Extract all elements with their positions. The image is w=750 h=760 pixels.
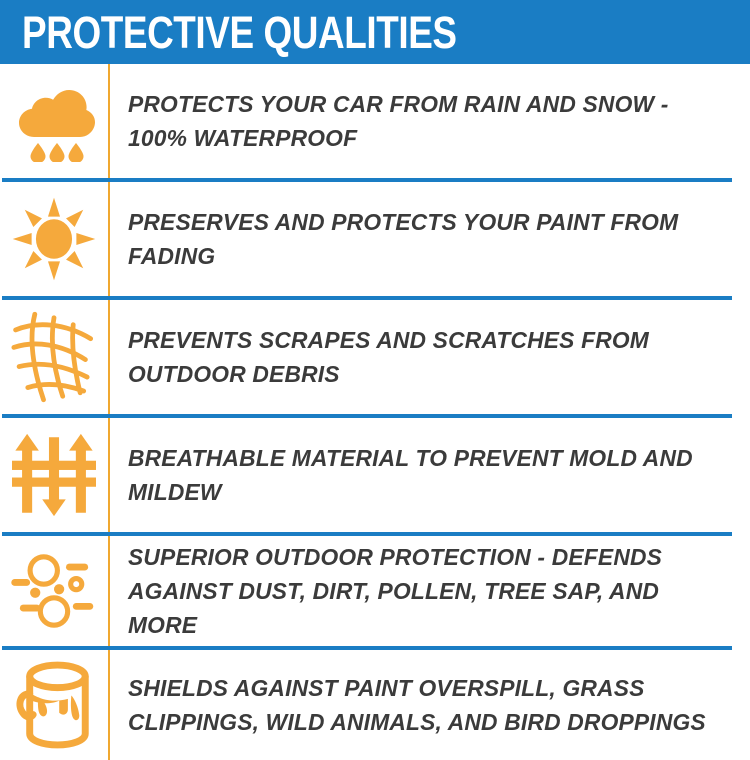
icon-cell [0, 650, 108, 760]
feature-text: SUPERIOR OUTDOOR PROTECTION - DEFENDS AG… [128, 544, 663, 638]
row-divider [2, 414, 732, 418]
feature-list: PROTECTS YOUR CAR FROM RAIN AND SNOW - 1… [0, 64, 750, 760]
page-title: PROTECTIVE QUALITIES [22, 6, 457, 58]
feature-text: BREATHABLE MATERIAL TO PREVENT MOLD AND … [128, 445, 693, 505]
column-divider [108, 300, 110, 414]
icon-cell [0, 182, 108, 296]
feature-row-scratch-protection: PREVENTS SCRAPES AND SCRATCHES FROM OUTD… [0, 300, 750, 414]
feature-row-fade-protection: PRESERVES AND PROTECTS YOUR PAINT FROM F… [0, 182, 750, 296]
rain-cloud-icon [19, 90, 95, 162]
header-bar: PROTECTIVE QUALITIES [0, 0, 750, 64]
dust-particles-icon [11, 554, 94, 628]
feature-row-breathable: BREATHABLE MATERIAL TO PREVENT MOLD AND … [0, 418, 750, 532]
paint-can-icon [16, 661, 89, 749]
column-divider [108, 64, 110, 178]
icon-cell [0, 64, 108, 178]
text-cell: SUPERIOR OUTDOOR PROTECTION - DEFENDS AG… [110, 540, 750, 642]
feature-text: SHIELDS AGAINST PAINT OVERSPILL, GRASS C… [128, 675, 706, 735]
column-divider [108, 650, 110, 760]
icon-cell [0, 418, 108, 532]
column-divider [108, 418, 110, 532]
row-divider [2, 532, 732, 536]
column-divider [108, 536, 110, 646]
feature-text: PREVENTS SCRAPES AND SCRATCHES FROM OUTD… [128, 327, 649, 387]
text-cell: BREATHABLE MATERIAL TO PREVENT MOLD AND … [110, 441, 750, 509]
feature-row-dust-protection: SUPERIOR OUTDOOR PROTECTION - DEFENDS AG… [0, 536, 750, 646]
text-cell: SHIELDS AGAINST PAINT OVERSPILL, GRASS C… [110, 671, 750, 739]
column-divider [108, 182, 110, 296]
feature-text: PROTECTS YOUR CAR FROM RAIN AND SNOW - 1… [128, 91, 669, 151]
row-divider [2, 178, 732, 182]
feature-text: PRESERVES AND PROTECTS YOUR PAINT FROM F… [128, 209, 679, 269]
scratch-mesh-icon [11, 311, 94, 403]
text-cell: PROTECTS YOUR CAR FROM RAIN AND SNOW - 1… [110, 87, 750, 155]
row-divider [2, 646, 732, 650]
feature-row-paint-shield: SHIELDS AGAINST PAINT OVERSPILL, GRASS C… [0, 650, 750, 760]
text-cell: PRESERVES AND PROTECTS YOUR PAINT FROM F… [110, 205, 750, 273]
breathable-airflow-icon [12, 433, 96, 517]
icon-cell [0, 300, 108, 414]
text-cell: PREVENTS SCRAPES AND SCRATCHES FROM OUTD… [110, 323, 750, 391]
row-divider [2, 296, 732, 300]
feature-row-waterproof: PROTECTS YOUR CAR FROM RAIN AND SNOW - 1… [0, 64, 750, 178]
icon-cell [0, 536, 108, 646]
sun-icon [12, 197, 96, 281]
